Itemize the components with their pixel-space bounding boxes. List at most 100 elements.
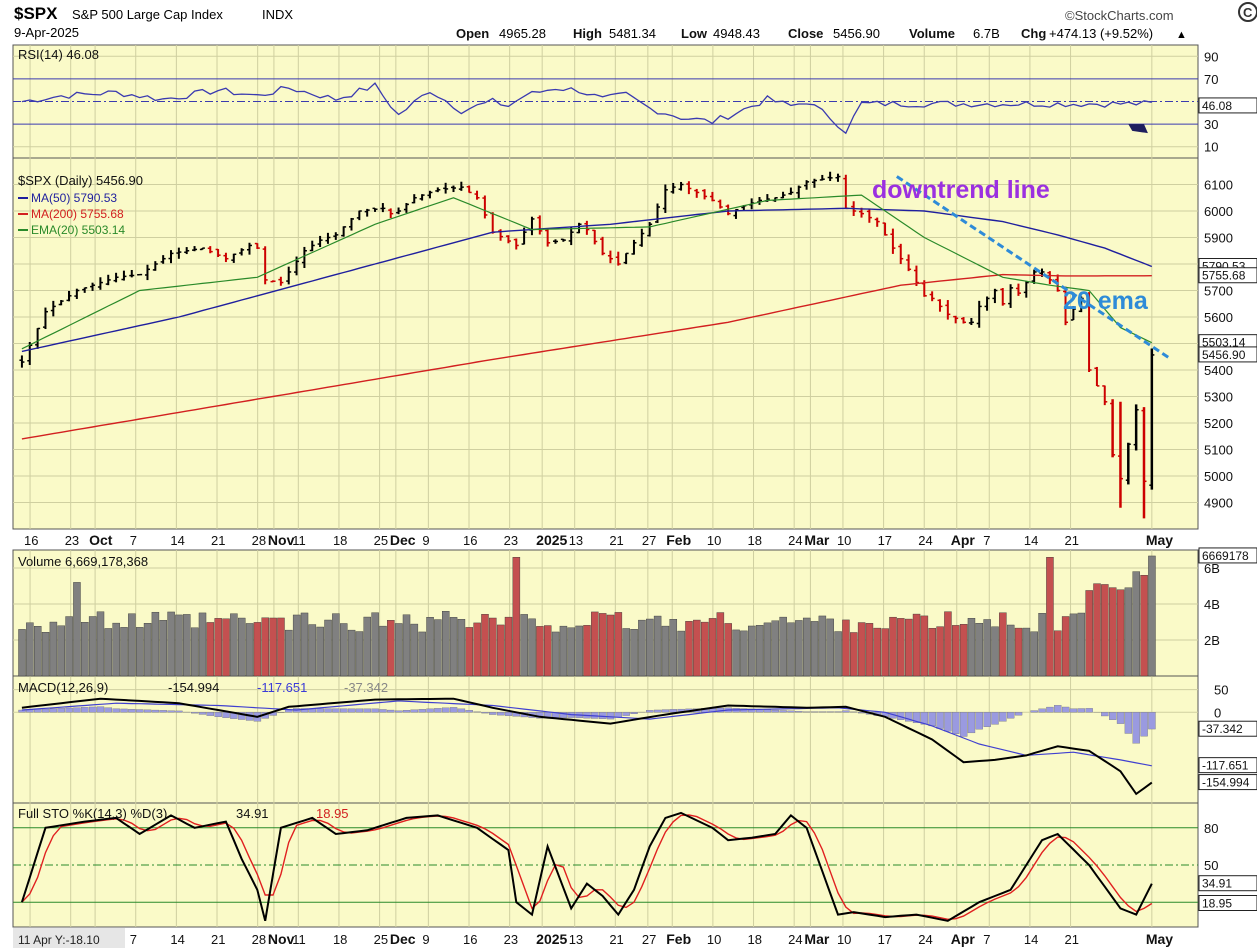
macd-hist-49 (402, 710, 411, 713)
macd-hist-136 (1085, 708, 1093, 713)
x-label-24: 10 (837, 533, 851, 548)
x-bottom-label-11: 16 (463, 932, 477, 947)
volume-bar-143 (1140, 575, 1148, 677)
x-label-7: Nov (268, 532, 295, 548)
macd-hist-7 (73, 707, 81, 713)
macd-hist-17 (151, 709, 160, 713)
volume-bar-78 (630, 629, 638, 677)
x-bottom-label-22: 10 (837, 932, 851, 947)
macd-hist-11 (104, 707, 113, 713)
x-bottom-label-18: 10 (707, 932, 721, 947)
macd-hist-25 (214, 712, 222, 717)
macd-hist-52 (426, 708, 434, 713)
volume-bar-5 (57, 625, 65, 677)
volume-bar-13 (120, 627, 128, 677)
macd-signal-tag: -117.651 (1202, 759, 1249, 773)
macd-hist-12 (112, 708, 120, 713)
volume-bar-98 (787, 622, 795, 677)
volume-ytick-6B: 6B (1204, 561, 1220, 576)
volume-bar-109 (873, 627, 882, 677)
x-label-21: 18 (748, 533, 762, 548)
macd-signal-tag-box (1198, 757, 1257, 774)
volume-current-tag: 6669178 (1202, 549, 1249, 563)
macd-hist-80 (646, 710, 654, 713)
macd-hist-74 (599, 712, 607, 719)
macd-hist-62 (504, 712, 513, 716)
macd-hist-143 (1140, 712, 1148, 737)
macd-hist-60 (489, 712, 497, 715)
volume-bar-58 (473, 622, 481, 677)
volume-bar-47 (387, 620, 395, 677)
x-bottom-label-2: 14 (170, 932, 184, 947)
rsi-oversold-fill (1128, 124, 1148, 134)
macd-hist-144 (1148, 712, 1156, 730)
volume-bar-49 (402, 614, 411, 677)
x-label-30: 21 (1065, 533, 1079, 548)
rsi-line (21, 82, 1152, 135)
volume-title: Volume 6,669,178,368 (18, 554, 148, 569)
volume-bar-52 (426, 617, 434, 677)
volume-bar-127 (1014, 627, 1023, 677)
volume-bar-125 (999, 612, 1007, 677)
volume-bar-46 (379, 625, 387, 677)
price-ytick-6000: 6000 (1204, 204, 1233, 219)
macd-hist-113 (905, 712, 913, 722)
volume-bar-23 (198, 612, 207, 677)
volume-bar-135 (1077, 612, 1086, 677)
volume-bar-95 (763, 622, 772, 677)
macd-hist-39 (324, 708, 332, 713)
volume-bar-76 (614, 612, 623, 677)
volume-bar-35 (292, 614, 301, 677)
x-bottom-label-9: Dec (390, 931, 416, 947)
rsi-ytick-30: 30 (1204, 117, 1218, 132)
x-bottom-label-23: 17 (878, 932, 892, 947)
volume-bar-25 (214, 618, 222, 677)
volume-bar-129 (1030, 631, 1038, 677)
volume-bar-29 (245, 623, 254, 677)
volume-bar-111 (889, 616, 897, 677)
exchange: INDX (262, 7, 293, 22)
sto-ytick-50: 50 (1204, 858, 1218, 873)
volume-bar-66 (536, 626, 544, 677)
macd-hist-78 (630, 712, 638, 714)
macd-hist-tag: -37.342 (1202, 722, 1243, 736)
x-bottom-label-25: Apr (951, 931, 976, 947)
macd-hist-99 (795, 711, 803, 713)
volume-bar-70 (567, 627, 576, 677)
x-label-13: 16 (463, 533, 477, 548)
macd-hist-132 (1054, 705, 1062, 713)
macd-hist-118 (944, 712, 952, 732)
volume-bar-51 (418, 631, 426, 677)
x-bottom-label-6: 11 (292, 932, 306, 947)
volume-current-tag-box (1198, 547, 1257, 564)
volume-bar-72 (583, 625, 591, 677)
high-value: 5481.34 (609, 26, 656, 41)
volume-bar-132 (1054, 630, 1062, 677)
macd-tag: -154.994 (1202, 776, 1250, 790)
volume-bar-99 (795, 620, 803, 677)
macd-hist-142 (1132, 712, 1140, 744)
price-title: $SPX (Daily) 5456.90 (18, 173, 143, 188)
x-label-5: 21 (211, 533, 225, 548)
x-label-25: 17 (878, 533, 892, 548)
volume-bar-100 (802, 617, 811, 677)
volume-bar-21 (183, 614, 191, 677)
volume-bar-123 (983, 619, 991, 677)
price-ytick-5700: 5700 (1204, 284, 1233, 299)
brand-logo-icon: C (1238, 2, 1257, 22)
close-tag-box (1198, 346, 1257, 363)
volume-bar-48 (394, 623, 403, 677)
sto-k-tag: 34.91 (1202, 877, 1232, 891)
macd-hist-10 (96, 706, 105, 713)
volume-bar-119 (952, 625, 960, 677)
volume-bar-74 (598, 613, 607, 677)
volume-bar-89 (716, 612, 725, 677)
x-label-1: 23 (65, 533, 79, 548)
volume-bar-7 (73, 582, 81, 677)
index-name: S&P 500 Large Cap Index (72, 7, 223, 22)
volume-bar-68 (551, 631, 560, 677)
sto-k-tag-box (1198, 875, 1257, 892)
macd-hist-26 (222, 712, 230, 718)
x-label-31: May (1146, 532, 1173, 548)
